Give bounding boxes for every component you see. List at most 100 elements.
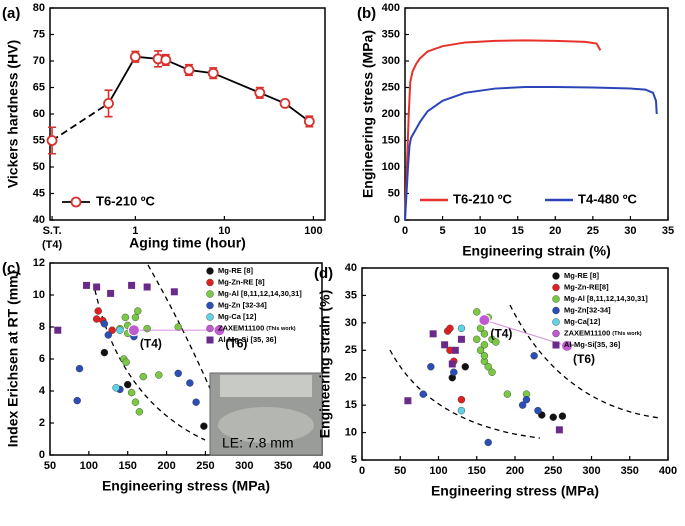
legend-marker [552,272,560,280]
x-tick-label: 50 [44,460,56,472]
x-tick-label: 400 [659,465,677,477]
x-tick-label: 15 [512,225,524,237]
x-tick-label: 0 [359,465,365,477]
legend-label: Mg-Zn[32-34] [564,305,611,314]
marker [127,324,140,337]
legend-label: Mg-Al [8,11,12,14,30,31] [564,294,648,303]
x-tick-label: 250 [544,465,562,477]
marker [484,363,492,371]
legend-marker [552,341,560,349]
marker [473,308,481,316]
y-axis-label: Index Erichsen at RT (mm) [5,271,21,448]
marker [503,390,512,398]
marker [451,346,459,354]
marker [128,281,136,289]
marker [522,395,531,404]
inset-label: LE: 7.8 mm [222,435,294,451]
marker [93,283,101,291]
marker [124,380,132,389]
legend-marker [206,290,214,298]
y-tick-label: 40 [33,214,45,226]
line [404,39,602,221]
y-tick-label: 12 [33,257,45,269]
x-tick-label: 400 [313,460,331,472]
x-tick-label: 25 [587,225,599,237]
y-tick-label: 250 [382,81,400,93]
y-tick-label: 80 [33,2,45,14]
y-tick-label: 30 [345,317,357,329]
marker [457,335,465,343]
y-tick-label: 5 [351,454,357,466]
legend-label: Mg-Zn [32-34] [218,300,267,309]
y-axis-label: Engineering strain (%) [317,290,333,439]
marker [92,315,101,323]
y-tick-label: 0 [39,449,45,461]
legend-label: Mg-RE [8] [564,271,599,280]
x-tick-label: 150 [119,460,137,472]
marker [419,390,427,398]
legend-marker [552,318,560,326]
point-label: (T4) [490,326,512,340]
legend-marker [206,278,214,287]
y-tick-label: 65 [33,81,45,93]
y-tick-label: 6 [39,353,45,365]
x-axis-label: Engineering stress (MPa) [431,483,599,499]
y-tick-label: 10 [345,426,357,438]
line [51,102,110,142]
legend-label: ZAXEM11100 [564,328,610,337]
legend-label: T6-210 ºC [96,193,156,208]
x-tick-label: 100 [429,465,447,477]
marker [108,326,116,334]
point-label: (T6) [225,336,247,350]
marker [561,339,574,352]
marker [143,324,151,333]
marker [75,364,84,373]
marker [461,363,469,371]
marker [446,324,454,333]
legend-label: Mg-Zn-RE[8] [564,282,609,291]
y-tick-label: 8 [39,321,45,333]
legend-label: Mg-Ca[12] [564,317,601,326]
marker [480,341,489,349]
legend-marker [206,336,214,344]
marker [441,341,449,349]
marker [73,396,81,405]
legend-marker [70,196,82,208]
marker [480,330,489,338]
marker [427,363,435,371]
x-tick-label: 100 [304,225,322,237]
legend-marker [552,306,560,315]
x-tick-label: 10 [218,225,230,237]
y-tick-label: 10 [33,289,45,301]
marker [54,326,62,334]
marker [104,331,112,339]
marker [129,51,141,63]
marker [103,98,114,109]
y-tick-label: 45 [33,187,45,199]
legend-marker [206,324,214,333]
marker [170,288,178,296]
legend-marker [206,267,214,275]
y-tick-label: 300 [382,55,400,67]
y-tick-label: 150 [382,134,400,146]
x-tick-label: 300 [582,465,600,477]
legend-label: Mg-Zn-RE [8] [218,277,265,286]
marker [518,401,527,409]
y-tick-label: 50 [33,161,45,173]
x-tick-label: 100 [80,460,98,472]
marker [183,64,195,76]
x-tick-label: 35 [662,225,674,237]
y-axis-label: Engineering stress (MPa) [360,30,376,198]
marker [448,360,456,368]
marker [200,422,208,430]
marker [303,116,315,127]
marker [530,352,538,360]
marker [476,324,485,333]
y-tick-label: 40 [345,262,357,274]
marker [534,406,542,415]
y-tick-label: 15 [345,399,357,411]
marker [135,408,144,416]
marker [174,369,182,378]
y-tick-label: 20 [345,372,357,384]
